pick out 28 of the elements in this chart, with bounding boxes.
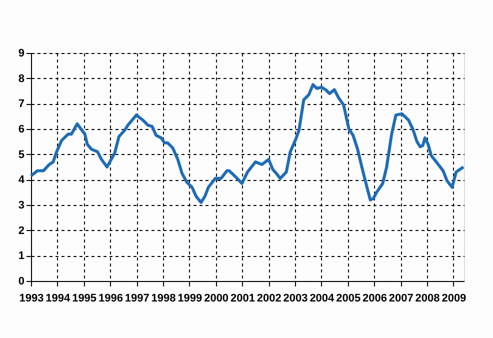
x-tick-label: 1995 xyxy=(72,292,97,304)
x-tick-label: 2007 xyxy=(388,292,414,304)
x-tick-label: 1994 xyxy=(46,292,72,304)
x-tick-label: 2004 xyxy=(310,292,336,304)
x-tick-label: 2005 xyxy=(336,292,361,304)
x-tick-label: 2009 xyxy=(442,292,466,304)
x-tick-label: 2002 xyxy=(256,292,282,304)
y-tick-label: 9 xyxy=(18,48,24,60)
line-series xyxy=(30,83,465,204)
x-tick-label: 2003 xyxy=(283,292,308,304)
y-tick-label: 7 xyxy=(18,98,24,110)
x-tick-label: 2000 xyxy=(204,292,229,304)
x-tick-label: 1993 xyxy=(19,292,44,304)
y-tick-label: 1 xyxy=(18,250,24,262)
x-tick-label: 2008 xyxy=(415,292,440,304)
x-tick-label: 1998 xyxy=(151,292,176,304)
x-tick-label: 1999 xyxy=(178,292,202,304)
y-tick-label: 4 xyxy=(18,174,26,186)
y-tick-label: 5 xyxy=(18,148,24,161)
x-tick-label: 2001 xyxy=(230,292,255,304)
y-tick-label: 0 xyxy=(18,276,24,288)
x-tick-label: 1997 xyxy=(124,292,150,304)
y-tick-label: 2 xyxy=(18,224,24,237)
x-tick-label: 1996 xyxy=(98,292,123,304)
y-tick-label: 8 xyxy=(18,72,24,85)
y-tick-label: 3 xyxy=(18,200,24,212)
y-tick-label: 6 xyxy=(18,124,24,136)
x-tick-label: 2006 xyxy=(362,292,387,304)
